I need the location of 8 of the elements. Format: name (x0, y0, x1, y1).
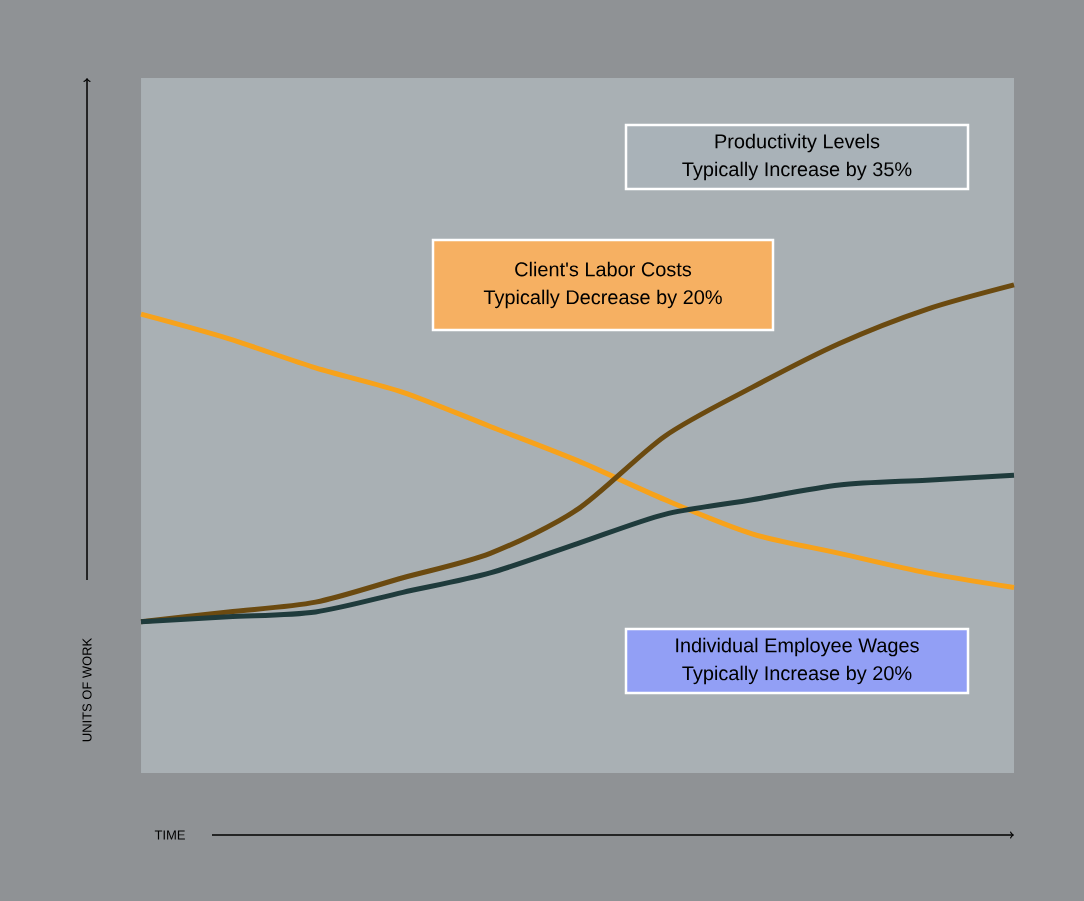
annotation: Typically Decrease by 20% (483, 289, 722, 309)
annotation: Individual Employee Wages (676, 637, 919, 657)
text: Client's Labor Costs (515, 261, 692, 277)
text: Productivity Levels (715, 133, 880, 153)
x-axis-title: TIME (154, 830, 185, 840)
y-axis-title: UNITS OF WORK (82, 637, 92, 742)
annotation: Typically Increase by 20% (682, 665, 912, 685)
text: Typically Increase by 35% (682, 161, 912, 181)
